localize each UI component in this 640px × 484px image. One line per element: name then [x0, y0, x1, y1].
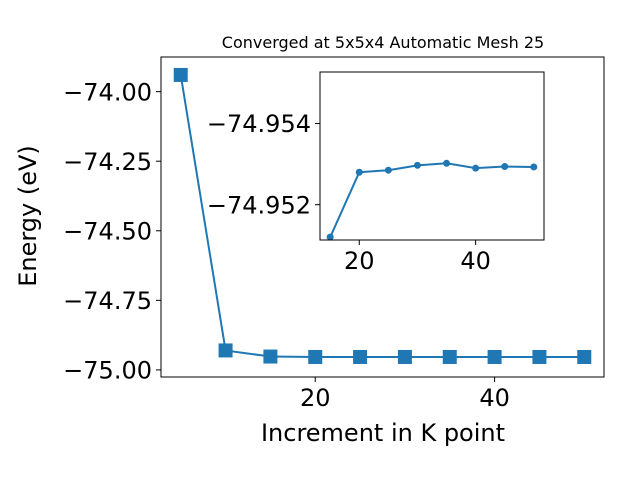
inset-series-line — [329, 162, 534, 238]
inset-data-point — [384, 166, 392, 174]
main-x-tick-label: 20 — [300, 384, 331, 412]
main-y-tick-label: −74.00 — [63, 78, 152, 106]
inset-x-tick-label: 40 — [460, 247, 491, 275]
inset-data-point — [501, 163, 509, 171]
main-data-point — [442, 349, 457, 364]
inset-data-point — [472, 164, 480, 172]
main-y-tick-label: −74.50 — [63, 217, 152, 245]
main-y-tick-label: −74.75 — [63, 287, 152, 315]
inset-plot-frame — [319, 71, 545, 241]
main-y-tick-label: −75.00 — [63, 357, 152, 385]
main-plot-frame — [160, 56, 605, 378]
main-data-point — [353, 349, 368, 364]
main-data-point — [532, 349, 547, 364]
main-data-point — [218, 343, 233, 358]
main-y-axis-label: Energy (eV) — [14, 145, 42, 287]
inset-axes: 20 40 −74.954 −74.952 — [207, 71, 545, 275]
inset-y-tick-label: −74.952 — [207, 191, 311, 219]
main-series-line — [179, 74, 585, 358]
inset-x-tick-label: 20 — [344, 247, 375, 275]
main-data-point — [487, 349, 502, 364]
inset-data-point — [413, 161, 421, 169]
inset-data-point — [355, 168, 363, 176]
inset-background — [320, 72, 544, 240]
main-y-tick-label: −74.25 — [63, 148, 152, 176]
inset-data-point — [530, 163, 538, 171]
main-chart-title: Converged at 5x5x4 Automatic Mesh 25 — [222, 33, 544, 52]
main-data-point — [173, 67, 188, 82]
main-x-tick-label: 40 — [479, 384, 510, 412]
main-data-point — [308, 349, 323, 364]
main-axes: 20 40 −74.00 −74.25 −74.50 −74.75 −75.00 — [63, 56, 605, 412]
main-data-point — [577, 349, 592, 364]
main-x-axis-label: Increment in K point — [261, 419, 505, 447]
inset-data-point — [443, 159, 451, 167]
main-data-point — [263, 349, 278, 364]
inset-data-point — [326, 233, 334, 241]
inset-y-tick-label: −74.954 — [207, 110, 311, 138]
main-data-point — [397, 349, 412, 364]
